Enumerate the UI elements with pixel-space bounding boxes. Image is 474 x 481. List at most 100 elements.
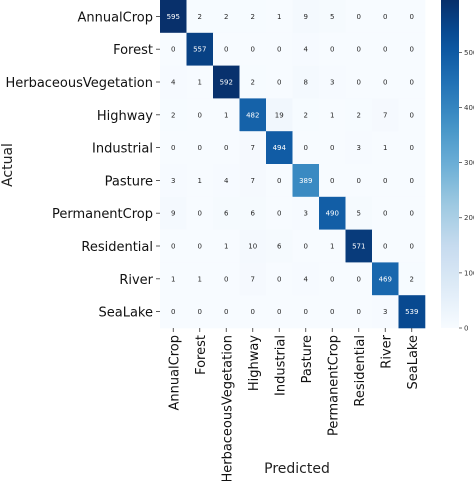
- heatmap-cell: [213, 229, 240, 263]
- heatmap-cell: [398, 229, 426, 263]
- cell-value-label: 4: [304, 46, 309, 54]
- cell-value-label: 6: [251, 210, 256, 218]
- cell-value-label: 0: [277, 79, 281, 87]
- cell-value-label: 0: [277, 210, 281, 218]
- cell-value-label: 1: [198, 79, 202, 87]
- cell-value-label: 0: [330, 144, 334, 152]
- heatmap-cell: [345, 164, 373, 198]
- heatmap-cell: [266, 262, 293, 296]
- cell-value-label: 7: [383, 111, 387, 119]
- cell-value-label: 0: [410, 46, 414, 54]
- heatmap-cell: [345, 0, 373, 34]
- cell-value-label: 3: [304, 210, 308, 218]
- heatmap-cell: [239, 131, 267, 165]
- heatmap-cell: [319, 98, 346, 132]
- heatmap-cell: [398, 262, 426, 296]
- heatmap-cell: [319, 32, 346, 66]
- cell-value-label: 557: [193, 46, 206, 54]
- cell-value-label: 0: [383, 210, 387, 218]
- heatmap-cell: [372, 196, 399, 230]
- cell-value-label: 0: [383, 243, 387, 251]
- cell-value-label: 0: [330, 275, 334, 283]
- heatmap-cell: [213, 262, 240, 296]
- cell-value-label: 2: [198, 13, 202, 21]
- heatmap-cell: [160, 229, 187, 263]
- cell-value-label: 0: [277, 46, 281, 54]
- heatmap-cell: [213, 0, 240, 34]
- cell-value-label: 0: [410, 144, 414, 152]
- x-tick-label: SeaLake: [406, 335, 421, 390]
- cell-value-label: 4: [171, 79, 176, 87]
- colorbar-tick-label: 100: [464, 269, 474, 277]
- cell-value-label: 1: [277, 13, 281, 21]
- heatmap-cell: [266, 131, 293, 165]
- x-tick-label: AnnualCrop: [167, 335, 182, 411]
- x-tick-label: Highway: [247, 335, 262, 391]
- heatmap-cell: [345, 32, 373, 66]
- heatmap-cell: [186, 65, 214, 99]
- cell-value-label: 10: [248, 243, 257, 251]
- cell-value-label: 0: [330, 46, 334, 54]
- cell-value-label: 592: [220, 79, 233, 87]
- cell-value-label: 0: [224, 46, 228, 54]
- heatmap-cell: [213, 164, 240, 198]
- cell-value-label: 0: [304, 243, 308, 251]
- cell-value-label: 0: [410, 210, 414, 218]
- cell-value-label: 0: [357, 46, 361, 54]
- cell-value-label: 6: [277, 243, 282, 251]
- heatmap-cell: [292, 131, 320, 165]
- heatmap-cell: [239, 164, 267, 198]
- y-tick-label: PermanentCrop: [52, 207, 153, 222]
- heatmap-cell: [213, 196, 240, 230]
- cell-value-label: 0: [383, 177, 387, 185]
- colorbar-ticks: 0 100 200 300 400 500: [459, 49, 474, 333]
- cell-value-label: 0: [357, 79, 361, 87]
- cell-value-label: 1: [224, 111, 228, 119]
- cell-value-label: 9: [304, 13, 308, 21]
- heatmap-cell: [213, 295, 240, 329]
- cell-value-label: 7: [251, 144, 255, 152]
- cell-value-label: 5: [330, 13, 334, 21]
- cell-value-label: 2: [224, 13, 228, 21]
- cell-value-label: 0: [171, 46, 175, 54]
- heatmap-cell: [266, 229, 293, 263]
- heatmap-cell: [372, 295, 399, 329]
- heatmap-cell: [372, 262, 399, 296]
- heatmap-cell: [266, 0, 293, 34]
- heatmap-cell: [292, 262, 320, 296]
- cell-value-label: 3: [330, 79, 334, 87]
- heatmap-cell: [398, 196, 426, 230]
- cell-value-label: 0: [198, 111, 202, 119]
- cell-value-label: 6: [224, 210, 229, 218]
- heatmap-cell: [186, 164, 214, 198]
- heatmap-cell: [186, 196, 214, 230]
- y-axis-tick-labels: AnnualCrop Forest HerbaceousVegetation High…: [5, 10, 160, 321]
- heatmap-cell: [213, 98, 240, 132]
- cell-value-label: 3: [357, 144, 361, 152]
- cell-value-label: 571: [352, 243, 365, 251]
- heatmap-cell: [372, 65, 399, 99]
- heatmap-cell: [213, 65, 240, 99]
- heatmap-cell: [319, 295, 346, 329]
- heatmap-cell: [213, 32, 240, 66]
- cell-value-label: 3: [171, 177, 175, 185]
- cell-value-label: 0: [198, 144, 202, 152]
- heatmap-cell: [186, 262, 214, 296]
- heatmap-cell: [239, 262, 267, 296]
- cell-value-label: 0: [357, 308, 361, 316]
- heatmap-cell: [292, 32, 320, 66]
- cell-value-label: 0: [383, 46, 387, 54]
- heatmap-cell: [398, 164, 426, 198]
- heatmap-cell: [398, 98, 426, 132]
- x-axis-tick-labels: AnnualCrop Forest HerbaceousVegetation High…: [167, 328, 421, 481]
- colorbar-tick-label: 500: [464, 49, 474, 57]
- heatmap-cell: [160, 196, 187, 230]
- cell-value-label: 0: [171, 243, 175, 251]
- cell-value-label: 1: [330, 111, 334, 119]
- x-tick-label: Residential: [353, 335, 368, 407]
- colorbar-tick-label: 300: [464, 159, 474, 167]
- cell-value-label: 0: [224, 308, 228, 316]
- cell-value-label: 3: [383, 308, 387, 316]
- heatmap-cell: [160, 262, 187, 296]
- cell-value-label: 0: [330, 177, 334, 185]
